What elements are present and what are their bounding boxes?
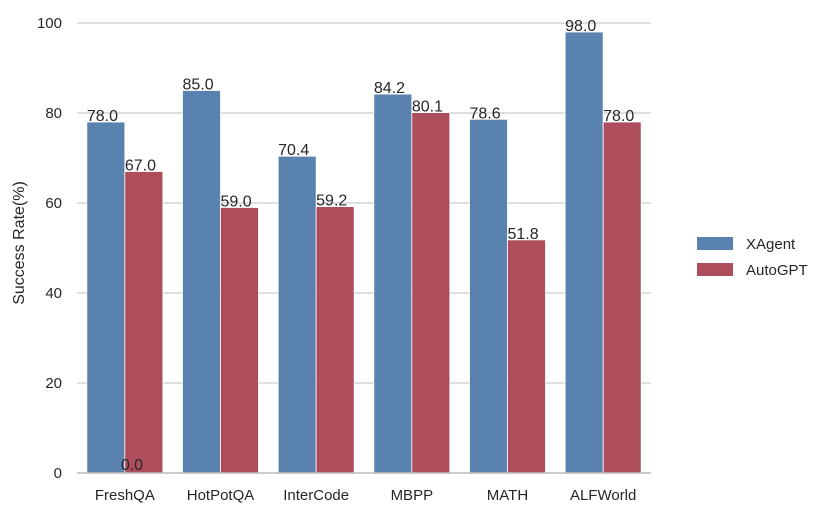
bar-autogpt-intercode [315,206,355,474]
x-tick-label: MBPP [391,487,434,504]
bar-xagent-hotpotqa [182,90,221,474]
y-axis: 0 20 40 60 80 100 [37,15,62,482]
x-tick-label: InterCode [283,487,349,504]
x-tick-label: FreshQA [95,487,155,504]
x-tick-label: ALFWorld [570,487,636,504]
y-tick-label: 20 [45,375,62,392]
data-label: 70.4 [278,142,309,159]
bar-xagent-freshqa [86,121,126,474]
data-label: 98.0 [565,18,596,35]
data-label: 78.0 [87,108,118,125]
data-labels: 78.0 85.0 70.4 84.2 78.6 98.0 67.0 59.0 59.2 80.1… [87,18,635,474]
bars [86,31,642,474]
legend-label-autogpt: AutoGPT [746,262,808,279]
legend-swatch-autogpt [697,263,733,276]
data-label: 59.2 [316,193,347,210]
bar-xagent-intercode [277,155,317,474]
data-label: 78.6 [470,105,501,122]
data-label: 67.0 [125,158,156,175]
bar-autogpt-alfworld [602,121,642,474]
data-label: 51.8 [508,226,539,243]
bar-autogpt-hotpotqa [220,207,259,474]
bar-xagent-math [469,118,508,474]
legend-label-xagent: XAgent [746,236,796,253]
data-label-zero: 0.0 [121,457,143,474]
y-tick-label: 80 [45,105,62,122]
data-label: 85.0 [183,77,214,94]
data-label: 78.0 [603,108,634,125]
x-tick-label: MATH [487,487,528,504]
bar-autogpt-math [507,239,546,474]
y-tick-label: 60 [45,195,62,212]
bar-xagent-mbpp [373,93,413,474]
data-label: 80.1 [412,99,443,116]
y-tick-label: 0 [54,465,62,482]
legend-swatch-xagent [697,237,733,250]
bar-autogpt-mbpp [411,112,451,474]
y-tick-label: 40 [45,285,62,302]
legend: XAgent AutoGPT [697,236,808,279]
bar-autogpt-freshqa [124,171,164,474]
bar-xagent-alfworld [564,31,604,474]
x-tick-label: HotPotQA [187,487,255,504]
x-axis: FreshQA HotPotQA InterCode MBPP MATH ALFWorld [77,472,651,504]
data-label: 84.2 [374,80,405,97]
data-label: 59.0 [221,194,252,211]
y-axis-title: Success Rate(%) [11,181,28,305]
y-tick-label: 100 [37,15,62,32]
